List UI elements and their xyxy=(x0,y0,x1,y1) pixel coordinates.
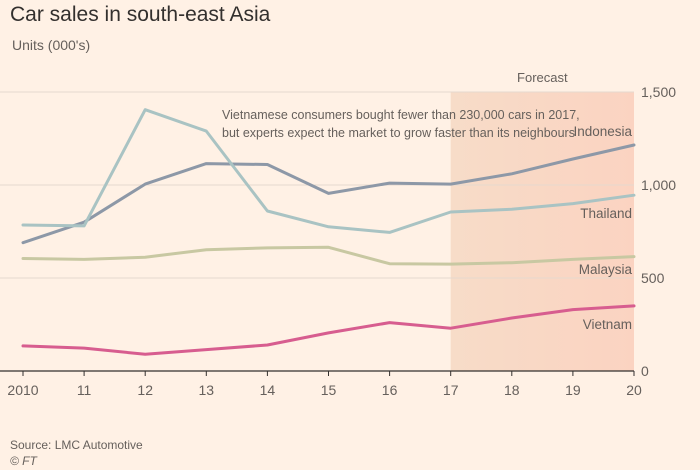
series-lines xyxy=(21,108,636,356)
annotation-line-2: but experts expect the market to grow fa… xyxy=(222,126,575,140)
copyright-note: © FT xyxy=(10,454,39,468)
y-tick-label: 500 xyxy=(641,270,665,286)
chart-title: Car sales in south-east Asia xyxy=(10,3,271,26)
series-line-thailand xyxy=(21,108,636,234)
annotation-line-1: Vietnamese consumers bought fewer than 2… xyxy=(222,108,580,122)
x-tick-label: 17 xyxy=(443,382,459,398)
series-line-indonesia xyxy=(21,143,636,245)
forecast-label: Forecast xyxy=(517,70,568,85)
x-tick-label: 2010 xyxy=(7,382,38,398)
x-tick-label: 13 xyxy=(199,382,215,398)
series-label-vietnam: Vietnam xyxy=(583,317,632,332)
x-tick-label: 15 xyxy=(321,382,337,398)
series-labels: Indonesia Thailand Malaysia Vietnam xyxy=(573,124,632,332)
x-tick-label: 18 xyxy=(504,382,520,398)
y-tick-label: 1,500 xyxy=(641,84,676,100)
x-tick-label: 16 xyxy=(382,382,398,398)
source-note: Source: LMC Automotive xyxy=(10,438,143,452)
y-tick-labels: 0 500 1,000 1,500 xyxy=(641,84,676,379)
y-axis-label: Units (000's) xyxy=(12,37,90,53)
y-tick-label: 1,000 xyxy=(641,177,676,193)
x-tick-label: 14 xyxy=(260,382,276,398)
series-label-thailand: Thailand xyxy=(580,206,632,221)
series-label-malaysia: Malaysia xyxy=(579,262,633,277)
series-label-indonesia: Indonesia xyxy=(573,124,632,139)
x-tick-label: 12 xyxy=(137,382,153,398)
x-tick-label: 19 xyxy=(565,382,581,398)
series-line-malaysia xyxy=(21,245,636,266)
x-tick-label: 11 xyxy=(77,382,92,398)
y-tick-label: 0 xyxy=(641,363,649,379)
x-tick-labels: 2010 11 12 13 14 15 16 17 18 19 20 xyxy=(7,371,642,398)
x-tick-label: 20 xyxy=(626,382,642,398)
series-line-vietnam xyxy=(21,304,636,356)
